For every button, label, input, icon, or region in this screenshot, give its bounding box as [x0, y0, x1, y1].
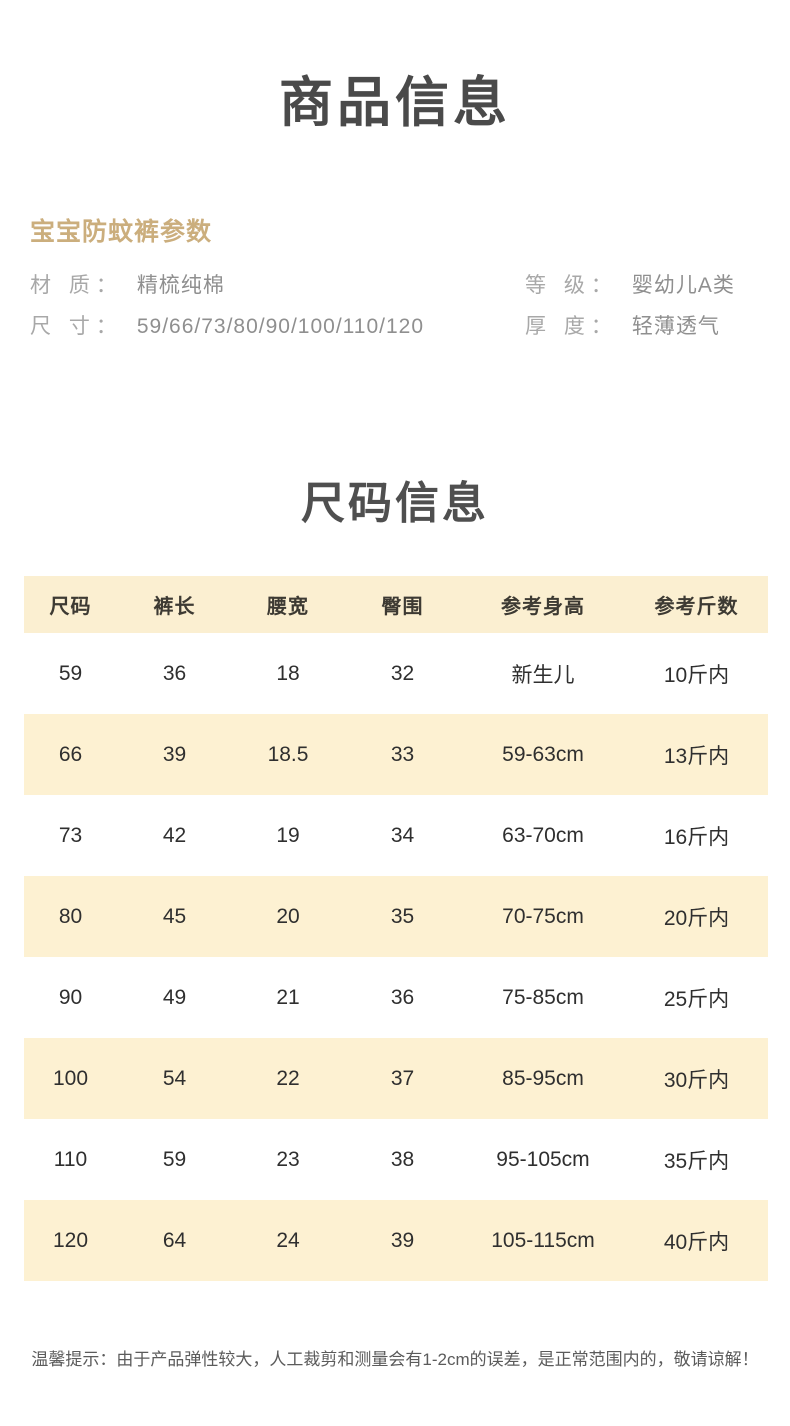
parameter-label: 厚 度：	[525, 314, 618, 338]
cell-weight: 35斤内	[625, 1119, 768, 1200]
cell-weight: 13斤内	[625, 714, 768, 795]
cell-length: 49	[117, 957, 232, 1038]
table-row: 66 39 18.5 33 59-63cm 13斤内	[24, 714, 768, 795]
cell-height: 95-105cm	[461, 1119, 625, 1200]
cell-weight: 25斤内	[625, 957, 768, 1038]
parameter-sizes: 尺 寸： 59/66/73/80/90/100/110/120	[30, 310, 525, 340]
cell-length: 59	[117, 1119, 232, 1200]
cell-waist: 22	[232, 1038, 344, 1119]
table-row: 110 59 23 38 95-105cm 35斤内	[24, 1119, 768, 1200]
cell-waist: 24	[232, 1200, 344, 1281]
parameters-section-title: 宝宝防蚊裤参数	[30, 218, 213, 246]
size-section-title: 尺码信息	[301, 479, 489, 528]
cell-size: 73	[24, 795, 117, 876]
table-row: 120 64 24 39 105-115cm 40斤内	[24, 1200, 768, 1281]
cell-height: 70-75cm	[461, 876, 625, 957]
parameter-grade: 等 级： 婴幼儿A类	[525, 269, 772, 299]
parameter-label: 材 质：	[30, 273, 123, 297]
cell-length: 45	[117, 876, 232, 957]
cell-size: 59	[24, 633, 117, 714]
cell-size: 100	[24, 1038, 117, 1119]
cell-weight: 40斤内	[625, 1200, 768, 1281]
cell-height: 新生儿	[461, 633, 625, 714]
cell-hip: 39	[344, 1200, 461, 1281]
table-row: 80 45 20 35 70-75cm 20斤内	[24, 876, 768, 957]
column-header-size: 尺码	[24, 576, 117, 633]
table-row: 73 42 19 34 63-70cm 16斤内	[24, 795, 768, 876]
column-header-height: 参考身高	[461, 576, 625, 633]
cell-size: 110	[24, 1119, 117, 1200]
parameter-row: 材 质： 精梳纯棉 等 级： 婴幼儿A类	[30, 269, 772, 310]
cell-weight: 30斤内	[625, 1038, 768, 1119]
table-row: 59 36 18 32 新生儿 10斤内	[24, 633, 768, 714]
parameter-material: 材 质： 精梳纯棉	[30, 269, 525, 299]
parameter-label: 等 级：	[525, 273, 618, 297]
cell-waist: 23	[232, 1119, 344, 1200]
parameter-thickness: 厚 度： 轻薄透气	[525, 310, 772, 340]
cell-waist: 18.5	[232, 714, 344, 795]
parameter-value: 精梳纯棉	[136, 273, 225, 297]
column-header-hip: 臀围	[344, 576, 461, 633]
cell-length: 36	[117, 633, 232, 714]
page-title: 商品信息	[279, 73, 511, 133]
cell-hip: 36	[344, 957, 461, 1038]
column-header-weight: 参考斤数	[625, 576, 768, 633]
cell-hip: 35	[344, 876, 461, 957]
parameter-value: 轻薄透气	[631, 314, 720, 338]
cell-height: 105-115cm	[461, 1200, 625, 1281]
cell-size: 120	[24, 1200, 117, 1281]
size-table: 尺码 裤长 腰宽 臀围 参考身高 参考斤数 59 36 18 32 新生儿 10…	[24, 576, 768, 1281]
cell-size: 66	[24, 714, 117, 795]
parameter-value: 婴幼儿A类	[631, 273, 735, 297]
cell-hip: 38	[344, 1119, 461, 1200]
size-table-header: 尺码 裤长 腰宽 臀围 参考身高 参考斤数	[24, 576, 768, 633]
cell-hip: 34	[344, 795, 461, 876]
parameters-grid: 材 质： 精梳纯棉 等 级： 婴幼儿A类 尺 寸： 59/66/73/80/90…	[30, 269, 772, 351]
cell-size: 90	[24, 957, 117, 1038]
cell-weight: 10斤内	[625, 633, 768, 714]
table-header-row: 尺码 裤长 腰宽 臀围 参考身高 参考斤数	[24, 576, 768, 633]
cell-waist: 20	[232, 876, 344, 957]
parameter-row: 尺 寸： 59/66/73/80/90/100/110/120 厚 度： 轻薄透…	[30, 310, 772, 351]
cell-height: 85-95cm	[461, 1038, 625, 1119]
parameter-label: 尺 寸：	[30, 314, 123, 338]
cell-height: 75-85cm	[461, 957, 625, 1038]
cell-weight: 20斤内	[625, 876, 768, 957]
column-header-length: 裤长	[117, 576, 232, 633]
cell-hip: 37	[344, 1038, 461, 1119]
parameter-value: 59/66/73/80/90/100/110/120	[136, 314, 425, 338]
cell-length: 39	[117, 714, 232, 795]
cell-waist: 19	[232, 795, 344, 876]
cell-length: 42	[117, 795, 232, 876]
cell-length: 64	[117, 1200, 232, 1281]
cell-height: 59-63cm	[461, 714, 625, 795]
cell-waist: 21	[232, 957, 344, 1038]
cell-hip: 32	[344, 633, 461, 714]
cell-size: 80	[24, 876, 117, 957]
table-row: 90 49 21 36 75-85cm 25斤内	[24, 957, 768, 1038]
disclaimer-note: 温馨提示：由于产品弹性较大，人工裁剪和测量会有1-2cm的误差，是正常范围内的，…	[31, 1350, 759, 1369]
cell-length: 54	[117, 1038, 232, 1119]
cell-hip: 33	[344, 714, 461, 795]
cell-height: 63-70cm	[461, 795, 625, 876]
table-row: 100 54 22 37 85-95cm 30斤内	[24, 1038, 768, 1119]
size-table-body: 59 36 18 32 新生儿 10斤内 66 39 18.5 33 59-63…	[24, 633, 768, 1281]
column-header-waist: 腰宽	[232, 576, 344, 633]
parameters-section: 宝宝防蚊裤参数 材 质： 精梳纯棉 等 级： 婴幼儿A类 尺 寸： 59/66/…	[0, 216, 790, 351]
cell-weight: 16斤内	[625, 795, 768, 876]
cell-waist: 18	[232, 633, 344, 714]
